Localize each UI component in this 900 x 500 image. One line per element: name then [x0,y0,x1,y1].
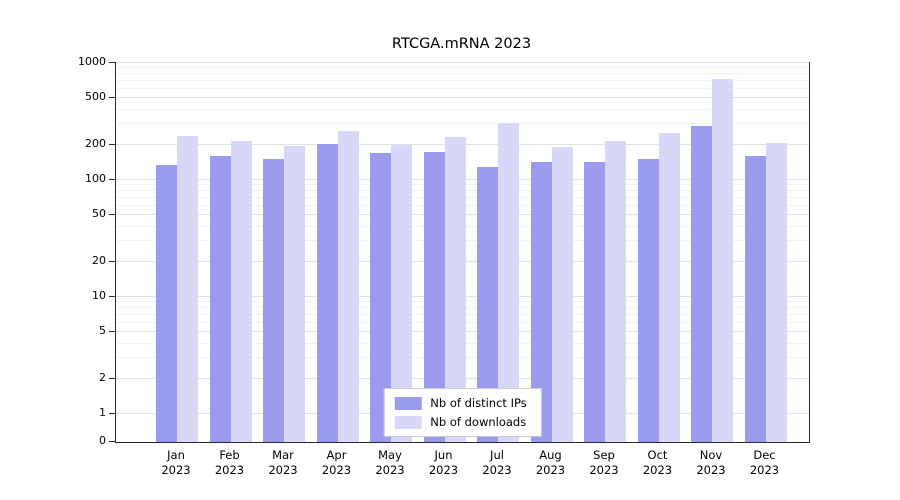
minor-gridline [116,88,809,89]
minor-gridline [116,80,809,82]
bar-downloads [498,122,519,442]
bar-distinct-ips [263,159,284,442]
y-tick-label: 0 [99,434,106,447]
bar-downloads [230,141,252,442]
bar-distinct-ips [691,125,712,442]
y-tick-label: 500 [85,90,106,104]
y-tick-label: 20 [92,253,106,267]
y-tick-label: 1 [99,406,106,419]
bar-downloads [551,146,573,442]
legend: Nb of distinct IPs Nb of downloads [383,388,542,437]
bar-downloads [284,145,305,442]
bar-distinct-ips [156,164,177,442]
minor-gridline [116,123,809,125]
bar-distinct-ips [530,162,552,442]
x-tick-label: Nov 2023 [696,448,726,477]
y-tick-mark [109,260,115,262]
x-tick-label: Apr 2023 [321,448,352,477]
legend-swatch-distinct-ips [394,396,422,410]
chart-title: RTCGA.mRNA 2023 [391,36,532,52]
x-tick-label: Dec 2023 [749,448,780,477]
bar-downloads [765,143,787,442]
y-tick-label: 2 [99,370,106,384]
x-tick-label: Sep 2023 [589,448,619,477]
bar-downloads [177,135,198,442]
y-tick-mark [109,331,115,333]
x-tick-label: Jan 2023 [161,448,191,477]
bar-distinct-ips [477,166,498,442]
y-tick-mark [109,413,115,414]
y-tick-mark [109,377,115,379]
bar-distinct-ips [637,158,659,442]
major-gridline [116,62,809,63]
bar-distinct-ips [316,143,338,442]
y-tick-label: 1000 [78,55,106,68]
legend-row: Nb of distinct IPs [394,396,527,410]
y-tick-label: 200 [85,136,106,150]
x-tick-label: Jul 2023 [482,448,512,477]
y-tick-mark [109,441,115,442]
bar-downloads [337,131,359,442]
bar-downloads [712,79,733,442]
y-tick-label: 5 [99,324,106,338]
y-tick-label: 100 [85,172,106,185]
y-tick-mark [109,179,115,180]
legend-swatch-downloads [394,415,422,429]
y-tick-mark [109,62,115,63]
bar-distinct-ips [370,153,391,442]
minor-gridline [116,67,809,69]
x-tick-label: Jun 2023 [428,448,459,477]
bar-distinct-ips [584,162,605,442]
bar-downloads [605,141,626,442]
bar-distinct-ips [209,156,231,442]
bar-distinct-ips [423,152,445,442]
y-tick-mark [109,143,115,145]
y-tick-mark [109,296,115,297]
y-tick-mark [109,97,115,99]
x-tick-label: Oct 2023 [642,448,673,477]
bar-downloads [444,136,466,442]
bar-downloads [658,133,680,442]
x-tick-label: May 2023 [375,448,405,477]
legend-label: Nb of downloads [430,415,527,429]
x-tick-label: Feb 2023 [214,448,245,477]
x-tick-label: Mar 2023 [268,448,298,477]
legend-row: Nb of downloads [394,415,526,429]
y-tick-label: 50 [92,207,106,221]
x-tick-label: Aug 2023 [535,448,566,477]
y-tick-label: 10 [92,289,106,302]
y-tick-mark [109,214,115,216]
minor-gridline [116,73,809,75]
bar-downloads [391,144,412,442]
bar-distinct-ips [744,156,766,442]
major-gridline [116,97,809,99]
legend-label: Nb of distinct IPs [430,396,527,410]
minor-gridline [116,108,809,110]
plot-area: Nb of distinct IPs Nb of downloads [115,62,810,443]
